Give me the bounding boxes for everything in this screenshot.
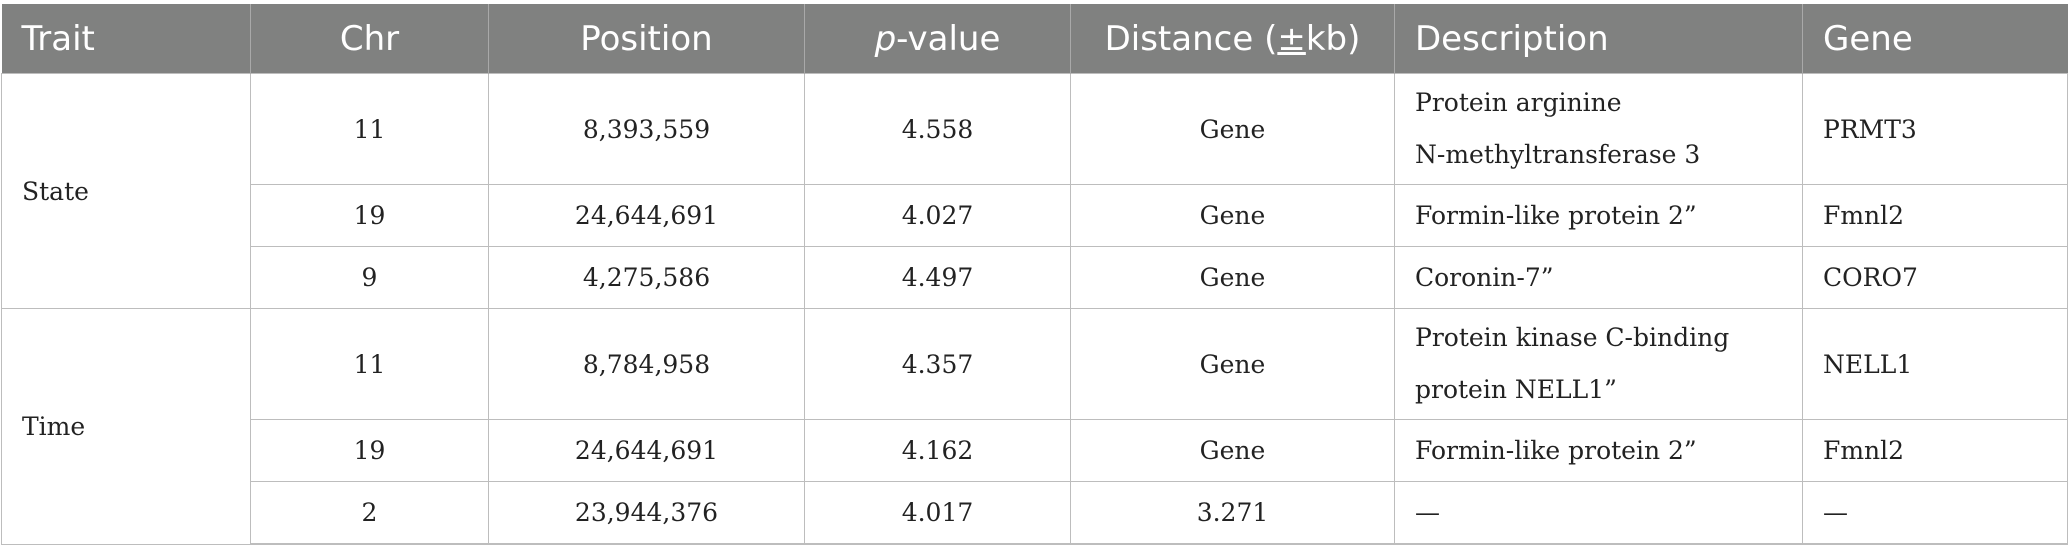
header-trait: Trait bbox=[1, 4, 251, 74]
description-line: Protein arginine bbox=[1415, 88, 1622, 117]
table-row: 2 23,944,376 4.017 3.271 — — bbox=[2, 481, 2068, 545]
description-line: protein NELL1” bbox=[1415, 375, 1617, 404]
pvalue-cell: 4.558 bbox=[804, 73, 1071, 185]
trait-cell: Time bbox=[1, 308, 251, 545]
header-distance: Distance (±kb) bbox=[1070, 4, 1395, 74]
description-cell: Formin-like protein 2” bbox=[1394, 184, 1803, 247]
table-row: Time 11 8,784,958 4.357 Gene Protein kin… bbox=[1, 308, 2068, 545]
position-cell: 8,393,559 bbox=[488, 73, 805, 185]
description-line: N-methyltransferase 3 bbox=[1415, 140, 1701, 169]
gene-cell: PRMT3 bbox=[1802, 73, 2068, 185]
header-description: Description bbox=[1394, 4, 1803, 74]
header-distance-post: kb) bbox=[1305, 18, 1361, 59]
description-cell: Protein arginine N-methyltransferase 3 bbox=[1394, 73, 1803, 185]
chr-cell: 19 bbox=[250, 419, 489, 482]
description-cell: Protein kinase C-binding protein NELL1” bbox=[1394, 308, 1803, 420]
trait-cell: State bbox=[1, 73, 251, 309]
gene-cell: CORO7 bbox=[1802, 246, 2068, 309]
pvalue-cell: 4.357 bbox=[804, 308, 1071, 420]
position-cell: 23,944,376 bbox=[488, 481, 805, 545]
chr-cell: 19 bbox=[250, 184, 489, 247]
results-table: Trait Chr Position p-value Distance (±kb… bbox=[1, 4, 2068, 545]
gene-cell: Fmnl2 bbox=[1802, 419, 2068, 482]
table-row: 19 24,644,691 4.162 Gene Formin-like pro… bbox=[2, 419, 2068, 482]
pvalue-cell: 4.162 bbox=[804, 419, 1071, 482]
pvalue-cell: 4.497 bbox=[804, 246, 1071, 309]
pvalue-cell: 4.027 bbox=[804, 184, 1071, 247]
distance-cell: Gene bbox=[1070, 246, 1395, 309]
description-cell: Formin-like protein 2” bbox=[1394, 419, 1803, 482]
distance-cell: Gene bbox=[1070, 308, 1395, 420]
header-gene: Gene bbox=[1802, 4, 2068, 74]
position-cell: 24,644,691 bbox=[488, 184, 805, 247]
header-row: Trait Chr Position p-value Distance (±kb… bbox=[1, 4, 2068, 74]
header-pvalue-rest: -value bbox=[896, 18, 1001, 59]
distance-cell: Gene bbox=[1070, 419, 1395, 482]
header-position: Position bbox=[488, 4, 805, 74]
header-pvalue: p-value bbox=[804, 4, 1071, 74]
chr-cell: 11 bbox=[250, 73, 489, 185]
position-cell: 24,644,691 bbox=[488, 419, 805, 482]
position-cell: 4,275,586 bbox=[488, 246, 805, 309]
description-cell: — bbox=[1394, 481, 1803, 545]
table-row: 9 4,275,586 4.497 Gene Coronin-7” CORO7 bbox=[2, 246, 2068, 309]
results-table-container: Trait Chr Position p-value Distance (±kb… bbox=[0, 4, 2068, 545]
distance-cell: Gene bbox=[1070, 73, 1395, 185]
distance-cell: Gene bbox=[1070, 184, 1395, 247]
header-pvalue-italic: p bbox=[874, 18, 897, 59]
position-cell: 8,784,958 bbox=[488, 308, 805, 420]
distance-cell: 3.271 bbox=[1070, 481, 1395, 545]
header-chr: Chr bbox=[250, 4, 489, 74]
table-row: 19 24,644,691 4.027 Gene Formin-like pro… bbox=[2, 184, 2068, 247]
pvalue-cell: 4.017 bbox=[804, 481, 1071, 545]
chr-cell: 11 bbox=[250, 308, 489, 420]
chr-cell: 9 bbox=[250, 246, 489, 309]
gene-cell: — bbox=[1802, 481, 2068, 545]
chr-cell: 2 bbox=[250, 481, 489, 545]
table-row: State 11 8,393,559 4.558 Gene Protein ar… bbox=[1, 73, 2068, 309]
header-distance-pre: Distance ( bbox=[1104, 18, 1278, 59]
gene-cell: Fmnl2 bbox=[1802, 184, 2068, 247]
gene-cell: NELL1 bbox=[1802, 308, 2068, 420]
description-cell: Coronin-7” bbox=[1394, 246, 1803, 309]
header-distance-pm: ± bbox=[1277, 18, 1306, 59]
description-line: Protein kinase C-binding bbox=[1415, 323, 1730, 352]
